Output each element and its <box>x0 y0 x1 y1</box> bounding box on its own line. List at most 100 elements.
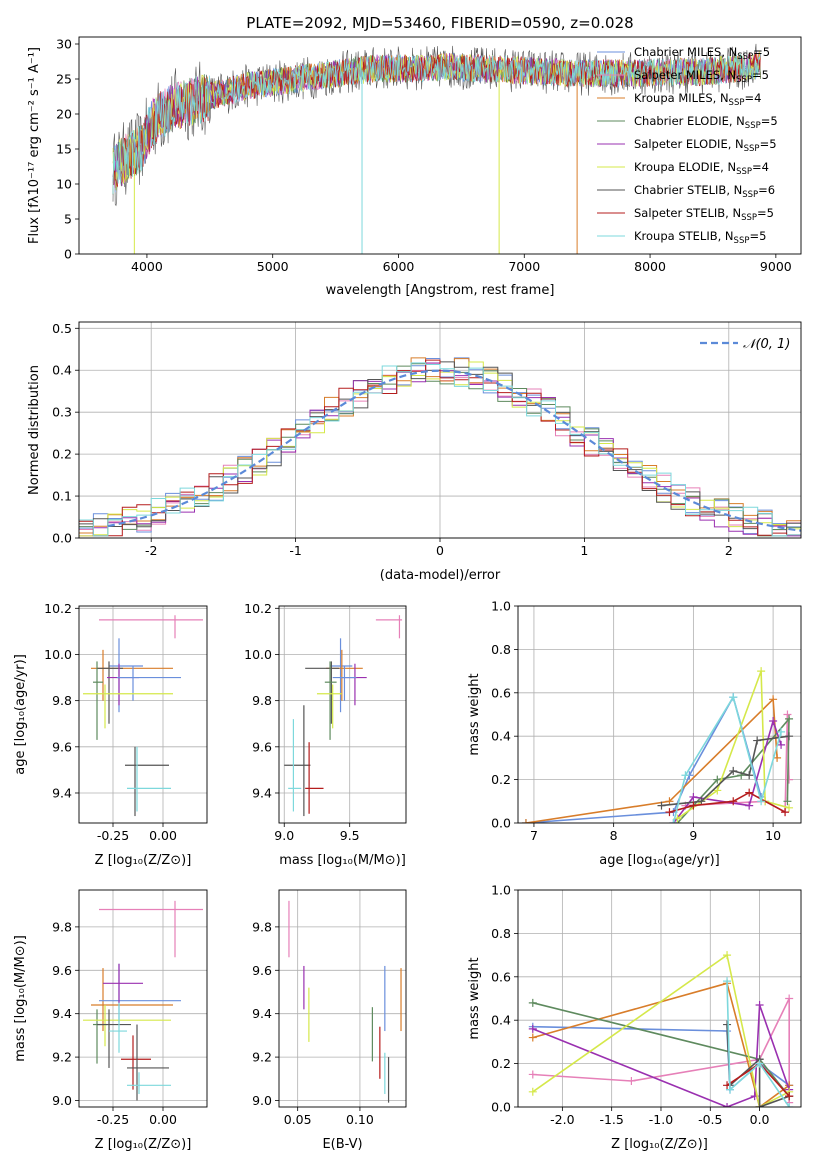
x-tick-label: 0.0 <box>750 1112 770 1127</box>
y-tick-label: 9.0 <box>52 1093 72 1108</box>
x-tick-label: 0.00 <box>149 1112 177 1127</box>
legend-text: Kroupa STELIB, N <box>634 229 734 243</box>
weight-marker <box>729 797 738 806</box>
mass-vs-ebv-panel: 0.05 0.10 9.0 9.2 9.4 9.6 9.8 E(B-V) <box>252 889 407 1152</box>
legend-entry: Chabrier ELODIE, NSSP=5 <box>634 114 778 131</box>
legend-entry: Chabrier MILES, NSSP=5 <box>634 45 770 62</box>
y-tick-label: 1.0 <box>491 883 511 898</box>
y-tick-label: 0.8 <box>491 926 511 941</box>
y-tick-label: 0.3 <box>52 405 72 420</box>
y-tick-label: 0.4 <box>491 1013 511 1028</box>
weight-marker <box>528 1033 537 1042</box>
weight-marker <box>689 792 698 801</box>
weight-marker <box>713 775 722 784</box>
weight-marker <box>753 736 762 745</box>
weight-marker <box>785 803 794 812</box>
weight-marker <box>769 717 778 726</box>
weight-marker <box>723 1020 732 1029</box>
weight-marker <box>657 801 666 810</box>
axes-frame <box>517 605 802 824</box>
y-tick-label: 9.6 <box>252 963 272 978</box>
legend-entry: Salpeter MILES, NSSP=5 <box>634 68 769 85</box>
y-tick-label: 25 <box>56 72 72 87</box>
legend-subscript: SSP <box>736 167 752 177</box>
y-tick-label: 9.8 <box>252 919 272 934</box>
legend-text: Kroupa ELODIE, N <box>634 160 736 174</box>
weight-marker <box>729 693 738 702</box>
mass-weight-vs-metallicity-panel: -2.0 -1.5 -1.0 -0.5 0.0 0.0 0.2 0.4 0.6 0.8 1.0 Z [… <box>467 883 802 1152</box>
y-axis-label: mass weight <box>467 957 482 1039</box>
x-tick-label: 6000 <box>383 259 415 274</box>
residual-histogram-9 <box>79 362 801 537</box>
y-tick-label: 10.2 <box>244 601 272 616</box>
legend-text: Salpeter STELIB, N <box>634 206 741 220</box>
weight-marker <box>755 1059 764 1068</box>
y-tick-label: 9.4 <box>252 785 272 800</box>
y-tick-label: 0.2 <box>52 447 72 462</box>
weight-marker <box>723 977 732 986</box>
y-axis-label: Normed distribution <box>27 365 42 495</box>
x-tick-label: -1 <box>289 543 301 558</box>
y-tick-label: 20 <box>56 107 72 122</box>
weight-marker <box>726 1085 735 1094</box>
y-axis-label: Flux [fλ10⁻¹⁷ erg cm⁻² s⁻¹ A⁻¹] <box>27 47 42 244</box>
axes-frame <box>78 889 208 1108</box>
legend-subscript: SSP <box>737 52 753 62</box>
age-vs-mass-panel: 9.0 9.5 9.4 9.6 9.8 10.0 10.2 mass [log₁₀(M/M⊙)… <box>244 601 407 868</box>
x-tick-label: 7000 <box>508 259 540 274</box>
y-tick-label: 10 <box>56 177 72 192</box>
weight-marker <box>783 797 792 806</box>
legend-text: Chabrier ELODIE, N <box>634 114 745 128</box>
weight-marker <box>785 1103 794 1107</box>
weight-marker <box>781 808 790 817</box>
legend-tail: =5 <box>760 137 777 151</box>
x-tick-label: 2 <box>725 543 733 558</box>
mass-weight-vs-age-panel: 7 8 9 10 0.0 0.2 0.4 0.6 0.8 1.0 age [log₁₀(age/yr… <box>467 599 802 868</box>
residual-histogram-4 <box>79 363 801 537</box>
x-tick-label: 7 <box>530 828 538 843</box>
y-tick-label: 10.2 <box>44 601 72 616</box>
residuals-panel: -2 -1 0 1 2 0.0 0.1 0.2 0.3 0.4 0.5 (data-model)/er… <box>27 321 802 583</box>
y-tick-label: 0.0 <box>491 816 511 831</box>
x-tick-label: 5000 <box>257 259 289 274</box>
y-axis-label: mass weight <box>467 673 482 755</box>
legend-entry: Salpeter STELIB, NSSP=5 <box>634 206 774 223</box>
plot-area <box>112 43 761 254</box>
legend-tail: =5 <box>757 206 774 220</box>
legend-subscript: SSP <box>729 98 745 108</box>
legend-entry: 𝒩(0, 1) <box>743 337 790 352</box>
legend-tail: =5 <box>749 229 766 243</box>
y-axis-label: mass [log₁₀(M/M⊙)] <box>13 935 28 1062</box>
y-tick-label: 9.2 <box>252 1050 272 1065</box>
legend-text: Salpeter MILES, N <box>634 68 736 82</box>
weight-line-7 <box>661 735 790 807</box>
y-tick-label: 9.8 <box>52 919 72 934</box>
y-tick-label: 0.5 <box>52 321 72 336</box>
plot-area <box>83 615 203 817</box>
weight-marker <box>669 819 678 823</box>
axes-frame <box>278 889 407 1108</box>
y-tick-label: 0.1 <box>52 489 72 504</box>
weight-marker <box>785 775 794 784</box>
legend-subscript: SSP <box>736 75 752 85</box>
weight-marker <box>785 732 794 741</box>
x-axis-label: age [log₁₀(age/yr)] <box>599 853 720 868</box>
legend-tail: =5 <box>752 68 769 82</box>
axes-frame <box>78 36 802 255</box>
legend-tail: =5 <box>753 45 770 59</box>
y-tick-label: 1.0 <box>491 599 511 614</box>
y-tick-label: 10.0 <box>44 647 72 662</box>
plot-area <box>521 667 794 823</box>
weight-marker <box>777 740 786 749</box>
y-tick-label: 0.0 <box>491 1100 511 1115</box>
legend-subscript: SSP <box>742 190 758 200</box>
plot-area <box>79 357 801 537</box>
plot-area <box>284 615 403 817</box>
legend-entry: Kroupa ELODIE, NSSP=4 <box>634 160 769 177</box>
y-tick-label: 15 <box>56 142 72 157</box>
y-tick-label: 9.2 <box>52 1050 72 1065</box>
x-axis-label: wavelength [Angstrom, rest frame] <box>326 283 555 298</box>
weight-marker <box>627 1076 636 1085</box>
weight-marker <box>723 951 732 960</box>
